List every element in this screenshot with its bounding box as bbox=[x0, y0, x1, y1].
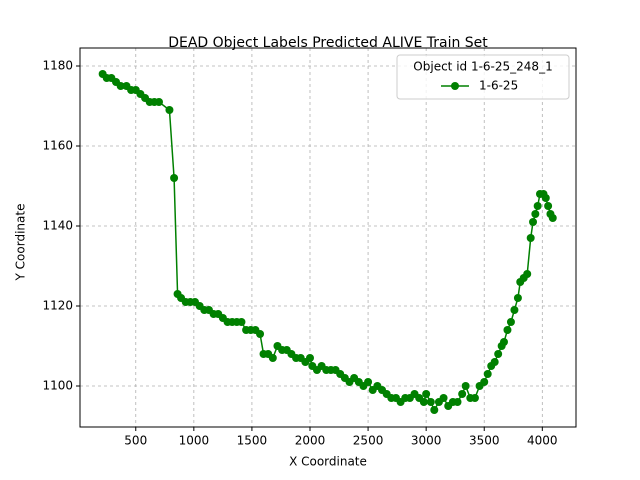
y-tick-label: 1140 bbox=[42, 219, 73, 233]
x-tick-label: 3500 bbox=[469, 434, 500, 448]
x-tick-label: 3000 bbox=[411, 434, 442, 448]
point bbox=[256, 330, 265, 338]
point bbox=[439, 394, 448, 402]
point bbox=[364, 378, 373, 386]
y-tick-label: 1100 bbox=[42, 379, 73, 393]
point bbox=[426, 398, 435, 406]
point bbox=[523, 270, 532, 278]
point bbox=[430, 406, 439, 414]
legend-title: Object id 1-6-25_248_1 bbox=[413, 60, 552, 74]
point bbox=[470, 394, 479, 402]
point bbox=[490, 358, 499, 366]
point bbox=[533, 202, 542, 210]
point bbox=[422, 390, 431, 398]
series-line bbox=[102, 73, 554, 412]
point bbox=[526, 234, 535, 242]
x-tick-label: 2500 bbox=[353, 434, 384, 448]
point bbox=[154, 98, 163, 106]
point bbox=[170, 174, 179, 182]
y-axis-label: Y Coordinate bbox=[14, 204, 28, 282]
point bbox=[116, 82, 125, 90]
point bbox=[503, 326, 512, 334]
point bbox=[531, 210, 540, 218]
x-tick-label: 500 bbox=[124, 434, 147, 448]
point bbox=[237, 318, 246, 326]
point bbox=[165, 106, 174, 114]
point bbox=[305, 354, 314, 362]
legend-marker bbox=[451, 82, 459, 90]
y-tick-label: 1160 bbox=[42, 139, 73, 153]
point bbox=[268, 354, 277, 362]
x-tick-label: 1000 bbox=[179, 434, 210, 448]
x-axis-label: X Coordinate bbox=[289, 455, 367, 469]
x-tick-label: 1500 bbox=[237, 434, 268, 448]
legend-label: 1-6-25 bbox=[479, 79, 518, 93]
point bbox=[480, 378, 489, 386]
point bbox=[499, 338, 508, 346]
point bbox=[548, 214, 557, 222]
y-tick-label: 1180 bbox=[42, 59, 73, 73]
point bbox=[529, 218, 538, 226]
y-tick-label: 1120 bbox=[42, 299, 73, 313]
x-tick-label: 2000 bbox=[295, 434, 326, 448]
legend-box bbox=[396, 54, 570, 100]
point bbox=[483, 370, 492, 378]
plot-frame bbox=[79, 47, 577, 428]
point bbox=[510, 306, 519, 314]
x-tick-label: 4000 bbox=[527, 434, 558, 448]
point bbox=[461, 382, 470, 390]
point bbox=[506, 318, 515, 326]
chart-title: DEAD Object Labels Predicted ALIVE Train… bbox=[168, 35, 488, 51]
point bbox=[453, 398, 462, 406]
point bbox=[494, 350, 503, 358]
point bbox=[544, 202, 553, 210]
point bbox=[541, 194, 550, 202]
point bbox=[513, 294, 522, 302]
point bbox=[419, 398, 428, 406]
point bbox=[458, 390, 467, 398]
